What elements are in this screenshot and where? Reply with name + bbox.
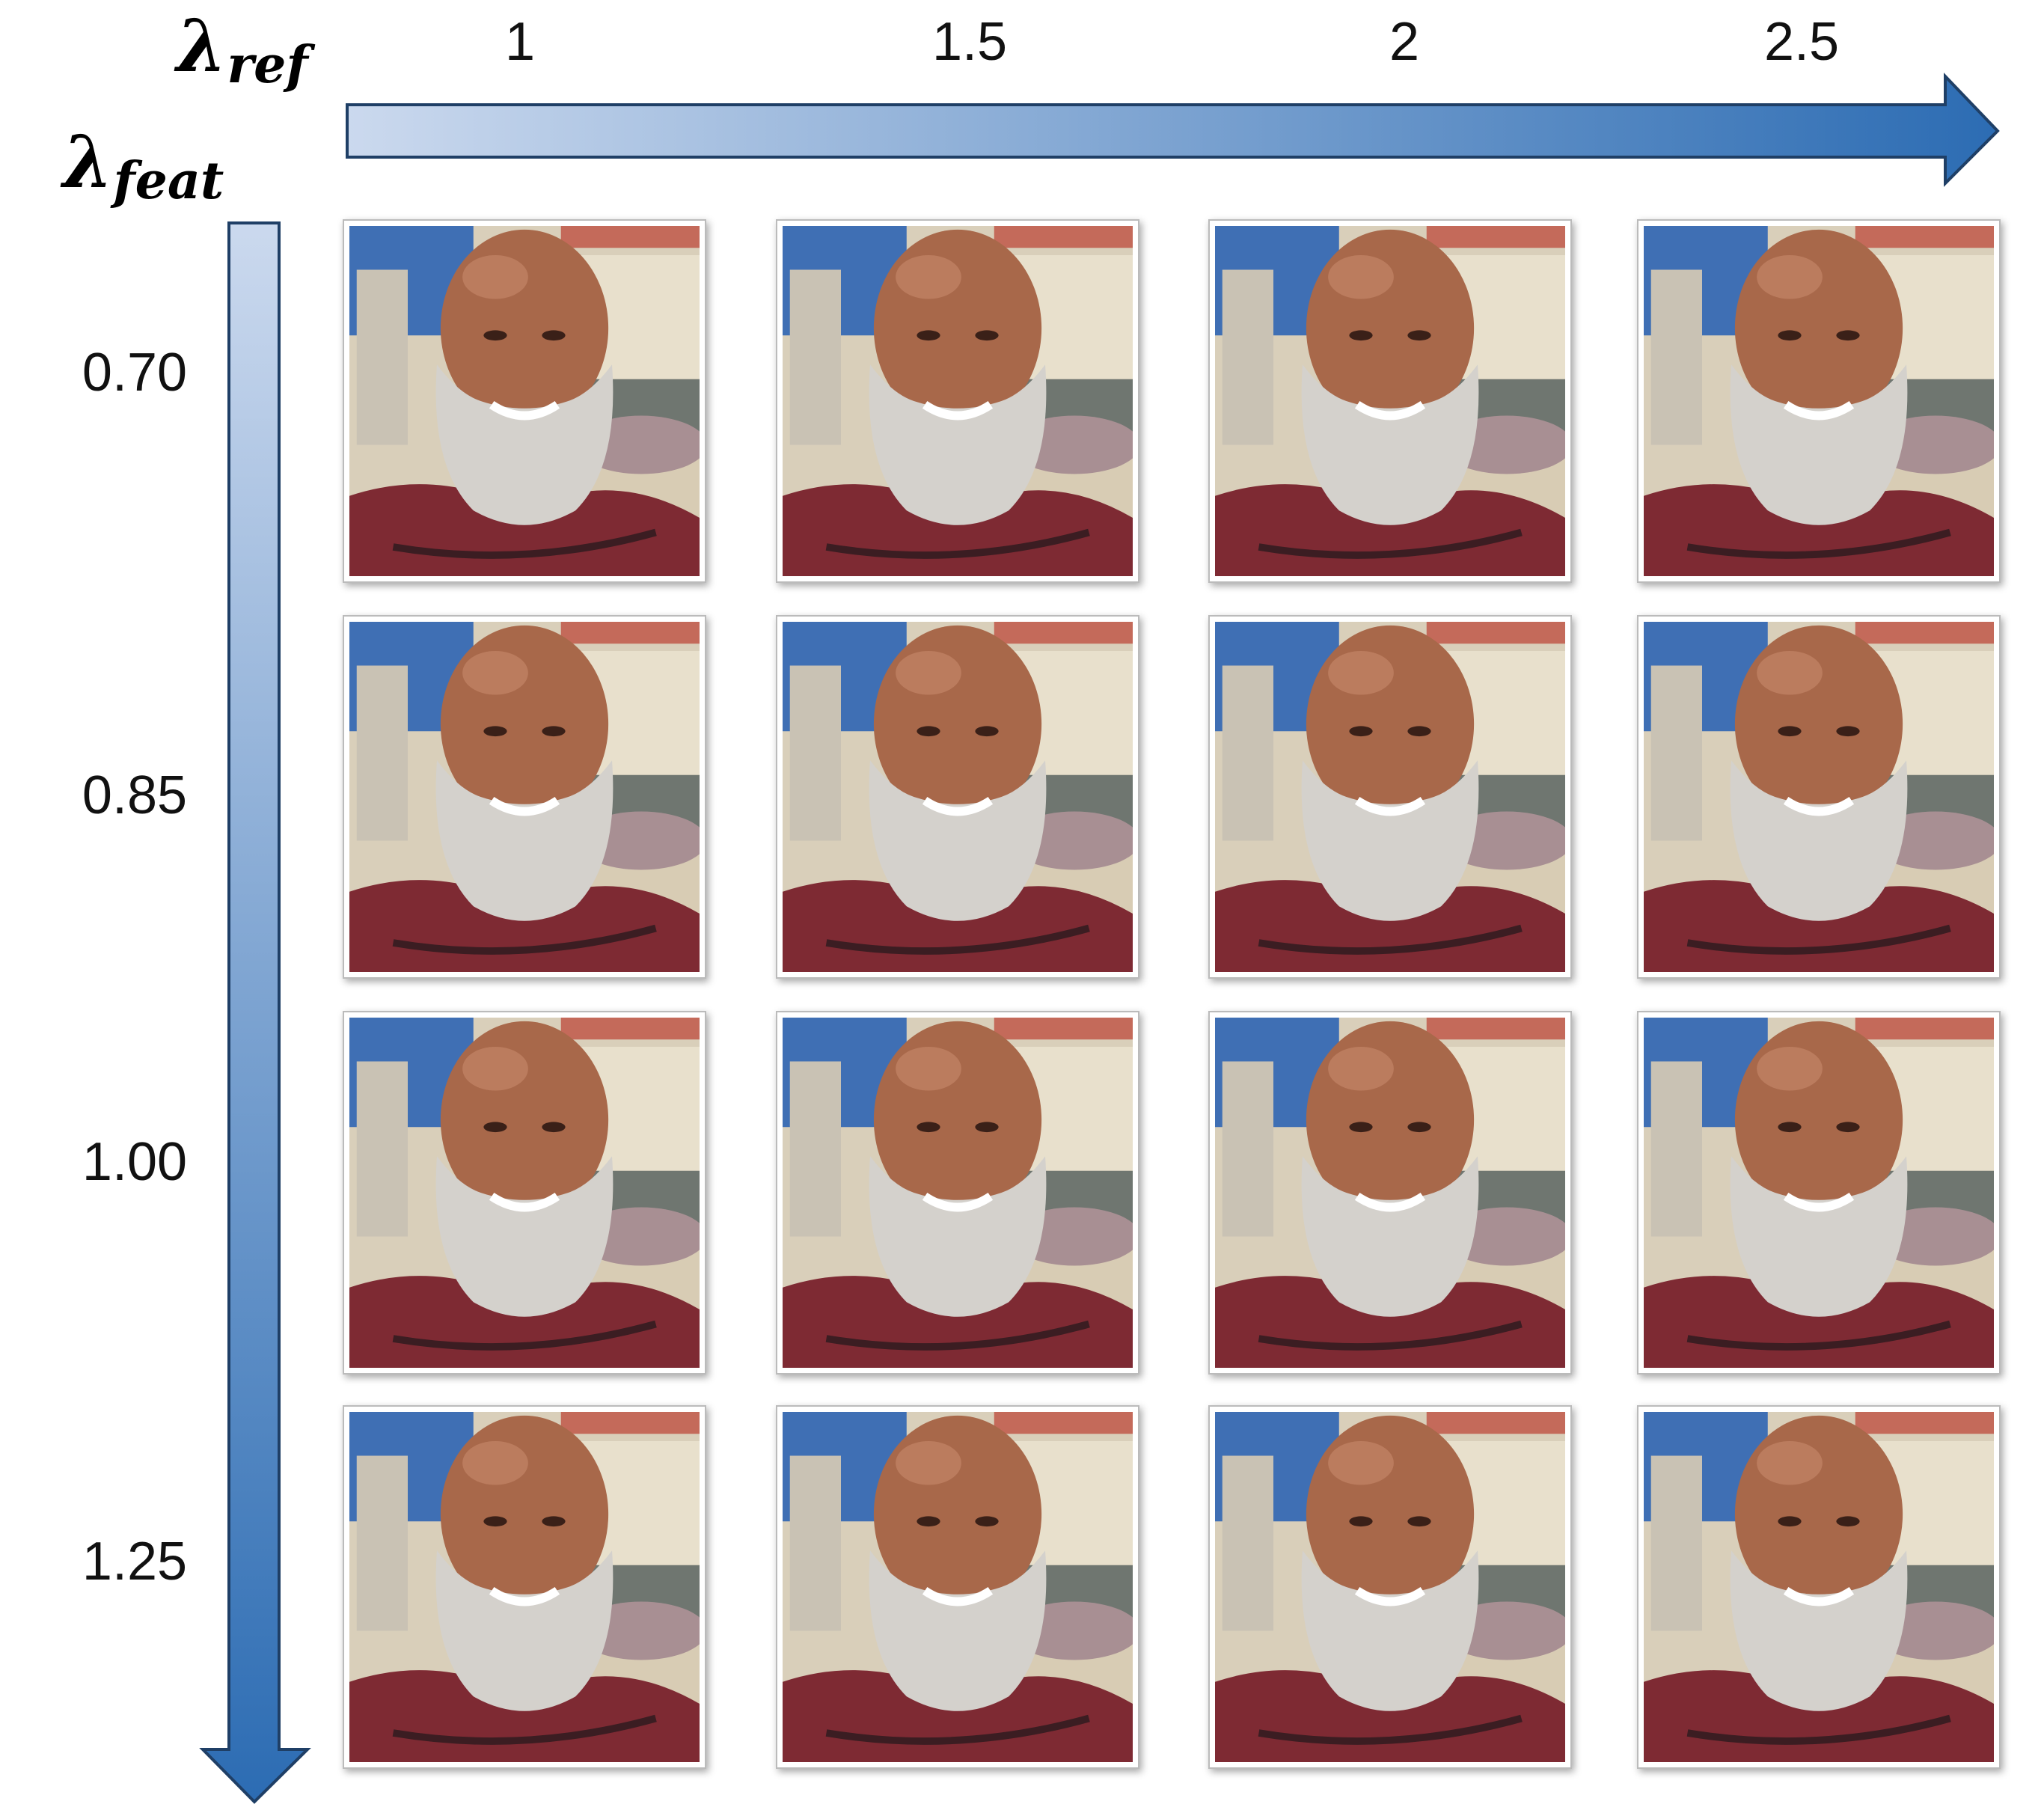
row-label: 0.85 xyxy=(82,765,187,825)
generated-image xyxy=(1215,1412,1573,1762)
generated-image xyxy=(349,226,707,576)
column-axis-label: λref xyxy=(174,4,315,95)
column-label: 2.5 xyxy=(1764,12,1839,72)
row-label: 0.70 xyxy=(82,343,187,403)
row-label: 1.25 xyxy=(82,1532,187,1592)
feat-axis-arrow xyxy=(199,221,311,1804)
generated-image xyxy=(349,622,707,972)
column-label: 1 xyxy=(505,12,535,72)
generated-image xyxy=(1215,622,1573,972)
generated-image xyxy=(783,622,1140,972)
column-label: 1.5 xyxy=(932,12,1007,72)
generated-image xyxy=(1644,1018,2001,1368)
generated-image xyxy=(783,1412,1140,1762)
generated-image xyxy=(1215,1018,1573,1368)
row-label: 1.00 xyxy=(82,1132,187,1192)
generated-image xyxy=(349,1018,707,1368)
generated-image xyxy=(1215,226,1573,576)
ref-axis-arrow xyxy=(346,73,2000,187)
generated-image xyxy=(783,226,1140,576)
generated-image xyxy=(1644,622,2001,972)
generated-image xyxy=(1644,1412,2001,1762)
column-label: 2 xyxy=(1389,12,1419,72)
generated-image xyxy=(783,1018,1140,1368)
generated-image xyxy=(349,1412,707,1762)
row-axis-label: λfeat xyxy=(60,120,224,211)
generated-image xyxy=(1644,226,2001,576)
